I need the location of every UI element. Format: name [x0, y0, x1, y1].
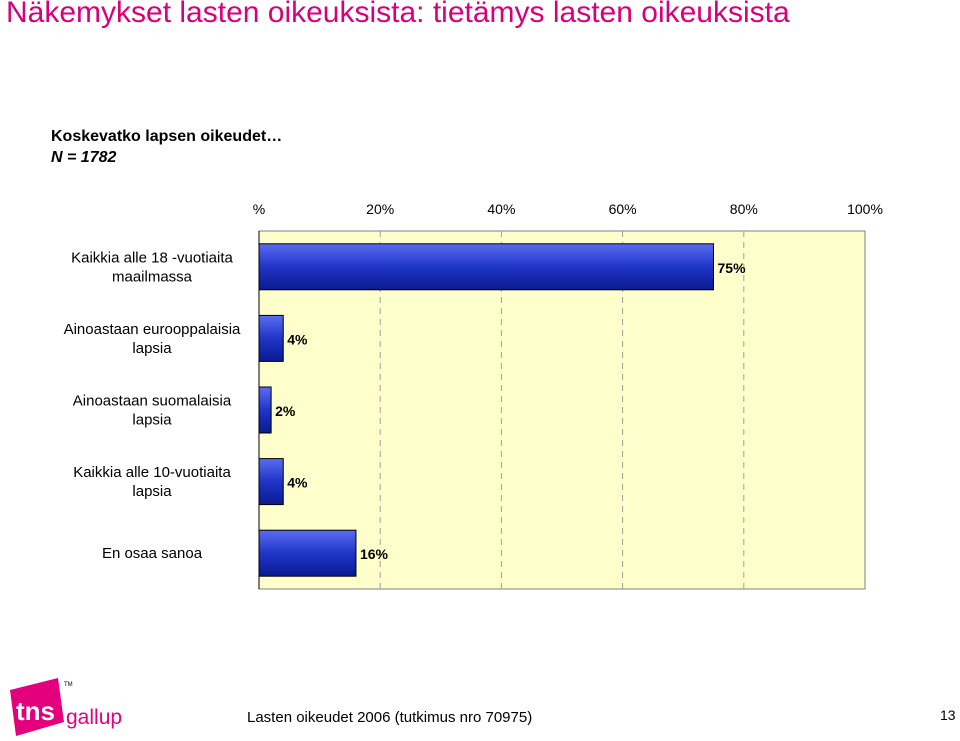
data-labels: 75% 4% 2% 4% 16% — [275, 260, 746, 562]
category-label-line: Kaikkia alle 10-vuotiaita — [73, 464, 231, 481]
svg-text:TM: TM — [64, 682, 73, 688]
svg-text:gallup: gallup — [66, 706, 122, 729]
plot-area — [258, 230, 866, 590]
bars — [258, 243, 714, 577]
category-label-line: lapsia — [132, 412, 172, 429]
tick-label: 20% — [366, 201, 394, 217]
data-label: 75% — [718, 260, 747, 276]
category-label-line: lapsia — [132, 340, 172, 357]
category-label-line: Ainoastaan eurooppalaisia — [64, 321, 241, 338]
tick-label: 40% — [487, 201, 515, 217]
page-title: Näkemykset lasten oikeuksista: tietämys … — [6, 0, 790, 29]
tick-label: 60% — [609, 201, 637, 217]
tick-label: 80% — [730, 201, 758, 217]
category-label: Kaikkia alle 18 -vuotiaita maailmassa — [71, 249, 233, 285]
bar — [258, 386, 272, 434]
data-label: 4% — [287, 475, 308, 491]
tick-label: 100% — [847, 201, 883, 217]
bar — [258, 314, 284, 362]
svg-text:tns: tns — [16, 696, 55, 726]
bar — [258, 458, 284, 506]
data-label: 2% — [275, 403, 296, 419]
category-label: En osaa sanoa — [102, 545, 203, 562]
page-number: 13 — [940, 707, 956, 723]
category-labels: Kaikkia alle 18 -vuotiaita maailmassa Aino… — [64, 249, 241, 562]
bar — [258, 529, 357, 577]
bar — [258, 243, 714, 291]
x-axis-ticks: % 20% 40% 60% 80% 100% — [253, 201, 883, 217]
data-label: 16% — [360, 546, 389, 562]
category-label-line: Kaikkia alle 18 -vuotiaita — [71, 249, 233, 266]
category-label-line: lapsia — [132, 483, 172, 500]
category-label-line: maailmassa — [112, 268, 193, 285]
sample-size: N = 1782 — [51, 149, 117, 166]
data-label: 4% — [287, 331, 308, 347]
category-label-line: En osaa sanoa — [102, 545, 203, 562]
gridlines — [258, 231, 745, 589]
tns-gallup-logo: tns gallup TM — [10, 678, 122, 736]
tick-label: % — [253, 201, 265, 217]
category-label: Ainoastaan eurooppalaisia lapsia — [64, 321, 241, 357]
chart-question: Koskevatko lapsen oikeudet… — [51, 128, 283, 145]
category-label-line: Ainoastaan suomalaisia — [73, 393, 232, 410]
category-label: Kaikkia alle 10-vuotiaita lapsia — [73, 464, 231, 500]
category-label: Ainoastaan suomalaisia lapsia — [73, 393, 232, 429]
footer-source: Lasten oikeudet 2006 (tutkimus nro 70975… — [247, 709, 533, 726]
